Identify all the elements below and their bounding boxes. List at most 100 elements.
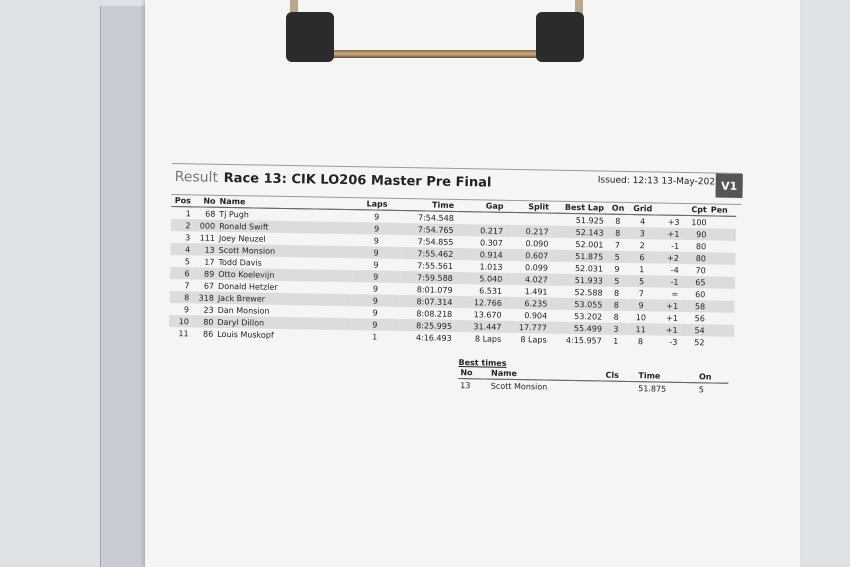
table-cell: 65 bbox=[680, 275, 708, 289]
table-cell: -1 bbox=[654, 275, 681, 288]
table-cell: 0.904 bbox=[524, 310, 548, 321]
table-cell: 51.875 bbox=[550, 249, 606, 263]
table-cell: 0.607 bbox=[504, 248, 551, 262]
table-cell: 5 bbox=[604, 274, 629, 287]
table-cell: +1 bbox=[654, 227, 682, 240]
table-cell: 56 bbox=[694, 313, 705, 323]
table-cell: 0.099 bbox=[525, 262, 549, 273]
table-cell: 8 Laps bbox=[520, 334, 547, 345]
table-cell: = bbox=[671, 289, 679, 299]
table-cell: 5 bbox=[184, 256, 190, 266]
table-cell: 1.013 bbox=[479, 261, 503, 272]
table-cell: 68 bbox=[205, 209, 216, 219]
table-cell: 7:54.855 bbox=[417, 236, 454, 247]
table-cell: 8:08.218 bbox=[416, 308, 453, 319]
table-cell: 8 bbox=[637, 336, 644, 346]
table-cell: 6 bbox=[169, 266, 192, 280]
table-cell: 55.499 bbox=[548, 321, 605, 335]
table-cell: 1 bbox=[185, 208, 191, 218]
column-header: No bbox=[192, 195, 218, 208]
results-sheet: Result Race 13: CIK LO206 Master Pre Fin… bbox=[169, 163, 743, 394]
table-cell: 7:55.462 bbox=[400, 246, 456, 260]
table-cell: 53.202 bbox=[574, 311, 603, 322]
table-cell: 8 bbox=[613, 312, 619, 322]
table-cell: 23 bbox=[203, 305, 214, 315]
table-cell bbox=[708, 240, 736, 252]
page-title: Race 13: CIK LO206 Master Pre Final bbox=[223, 170, 492, 191]
table-cell: 0.217 bbox=[455, 223, 506, 237]
best-times-column-header: On bbox=[696, 371, 729, 384]
table-cell: 13 bbox=[460, 380, 471, 390]
table-cell: 31.447 bbox=[453, 319, 504, 333]
table-cell: 8 bbox=[613, 288, 620, 298]
clip-wire bbox=[575, 0, 583, 18]
column-header: Best Lap bbox=[550, 201, 607, 215]
table-cell bbox=[707, 312, 735, 324]
table-cell: 7 bbox=[184, 280, 190, 290]
column-header bbox=[655, 203, 682, 216]
table-cell: 52 bbox=[694, 337, 705, 347]
table-cell: 2 bbox=[639, 240, 645, 250]
table-cell: 0.307 bbox=[479, 237, 503, 248]
table-cell: 6 bbox=[629, 250, 655, 264]
table-cell: 9 bbox=[352, 246, 401, 259]
table-cell: 51.875 bbox=[638, 383, 667, 394]
table-cell: 17.777 bbox=[503, 320, 550, 334]
table-cell bbox=[708, 216, 736, 229]
table-cell: +1 bbox=[666, 313, 678, 323]
table-cell: +3 bbox=[667, 217, 680, 227]
table-cell: 1.491 bbox=[524, 286, 548, 297]
table-cell: 7:55.561 bbox=[417, 260, 454, 271]
column-header: Cpt bbox=[681, 203, 709, 216]
table-cell: 4 bbox=[170, 242, 193, 256]
best-times-table: No Name Cls Time On 13 Scott Monsion 51.875 5 bbox=[458, 367, 729, 396]
table-cell: 9 bbox=[374, 212, 380, 222]
table-cell bbox=[603, 381, 636, 394]
table-cell: 4:15.957 bbox=[565, 335, 602, 346]
table-cell: 8:25.995 bbox=[398, 318, 455, 332]
table-cell: 58 bbox=[679, 299, 708, 313]
column-header: Gap bbox=[455, 199, 506, 213]
clip-handle-left bbox=[286, 12, 334, 62]
table-cell: 7:59.588 bbox=[399, 270, 455, 284]
table-cell: 13 bbox=[192, 243, 217, 256]
table-cell bbox=[707, 276, 736, 289]
table-cell: 318 bbox=[191, 291, 216, 304]
table-cell: 8 bbox=[604, 298, 629, 311]
table-cell: 11 bbox=[178, 328, 189, 338]
table-cell: 8:01.079 bbox=[416, 284, 453, 295]
table-cell: 7:54.765 bbox=[400, 223, 456, 236]
table-cell: 5 bbox=[605, 250, 630, 263]
table-cell: 10 bbox=[169, 314, 191, 328]
table-cell: 100 bbox=[691, 217, 707, 227]
table-cell: 60 bbox=[695, 289, 706, 299]
table-cell: 8 bbox=[169, 290, 192, 304]
table-cell: 52.143 bbox=[550, 225, 606, 239]
table-cell bbox=[456, 211, 506, 224]
table-cell: 8 bbox=[605, 226, 630, 239]
table-cell: 4.027 bbox=[504, 272, 550, 286]
table-cell bbox=[707, 288, 735, 300]
version-badge: V1 bbox=[715, 173, 743, 198]
column-header: Pos bbox=[171, 194, 194, 207]
table-cell: 7 bbox=[614, 240, 621, 250]
results-table: Pos No Name Laps Time Gap Split Best Lap On Grid C… bbox=[169, 194, 737, 349]
table-cell: 9 bbox=[614, 264, 620, 274]
table-cell: 4:16.493 bbox=[415, 332, 452, 343]
table-cell: 8 Laps bbox=[474, 333, 502, 344]
table-cell: 53.055 bbox=[549, 297, 605, 311]
table-cell: 89 bbox=[191, 267, 217, 280]
table-cell: 2 bbox=[170, 218, 193, 232]
table-cell: 4 bbox=[639, 216, 646, 226]
table-cell bbox=[707, 300, 735, 313]
table-cell: 111 bbox=[199, 232, 215, 243]
column-header: Laps bbox=[352, 198, 402, 211]
table-cell: 9 bbox=[628, 298, 654, 312]
table-cell: 7:54.548 bbox=[417, 212, 454, 223]
table-cell: 1 bbox=[639, 264, 645, 274]
table-cell: 17 bbox=[204, 257, 215, 267]
table-cell: 51.925 bbox=[575, 215, 604, 226]
table-cell: 70 bbox=[695, 265, 706, 275]
table-cell: 0.914 bbox=[455, 247, 505, 261]
table-cell: 54 bbox=[679, 323, 707, 337]
